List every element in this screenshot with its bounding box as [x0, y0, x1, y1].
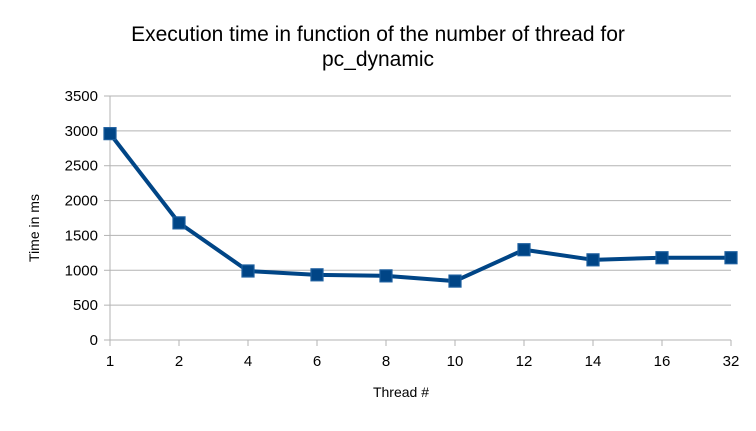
y-axis-label: Time in ms [26, 194, 42, 262]
data-point-marker [241, 264, 255, 278]
x-tick-label: 16 [654, 353, 671, 370]
y-tick-label: 1500 [65, 227, 98, 244]
data-point-marker [655, 251, 669, 265]
y-tick-labels: 0 500 1000 1500 2000 2500 3000 3500 [65, 88, 98, 349]
x-tick-label: 10 [447, 353, 464, 370]
chart-title-line-2: pc_dynamic [322, 48, 434, 71]
y-tick-label: 0 [90, 332, 98, 349]
y-tick-label: 2000 [65, 193, 98, 210]
y-tick-label: 500 [73, 297, 98, 314]
data-point-marker [172, 216, 186, 230]
x-tick-label: 4 [244, 353, 252, 370]
series-line [108, 132, 731, 284]
y-tick-label: 3000 [65, 123, 98, 140]
data-point-marker [586, 253, 600, 267]
x-tick-label: 12 [516, 353, 533, 370]
data-point-marker [379, 269, 393, 283]
x-tick-label: 2 [175, 353, 183, 370]
x-tick-label: 8 [382, 353, 390, 370]
x-tick-label: 32 [723, 353, 740, 370]
x-axis-label: Thread # [373, 384, 429, 400]
chart-title-line-1: Execution time in function of the number… [131, 23, 625, 46]
data-point-marker [517, 243, 531, 257]
y-tick-label: 3500 [65, 88, 98, 105]
data-point-marker [448, 274, 462, 288]
x-tick-label: 1 [106, 353, 114, 370]
data-point-marker [310, 268, 324, 282]
x-tick-labels: 1 2 4 6 8 10 12 14 16 32 [106, 353, 740, 370]
axes [104, 95, 732, 346]
y-tick-label: 2500 [65, 158, 98, 175]
data-point-marker [103, 127, 117, 141]
data-series [103, 127, 738, 288]
y-tick-label: 1000 [65, 262, 98, 279]
data-point-marker [724, 251, 738, 265]
gridlines [110, 95, 731, 341]
x-tick-label: 14 [585, 353, 602, 370]
x-tick-label: 6 [313, 353, 321, 370]
